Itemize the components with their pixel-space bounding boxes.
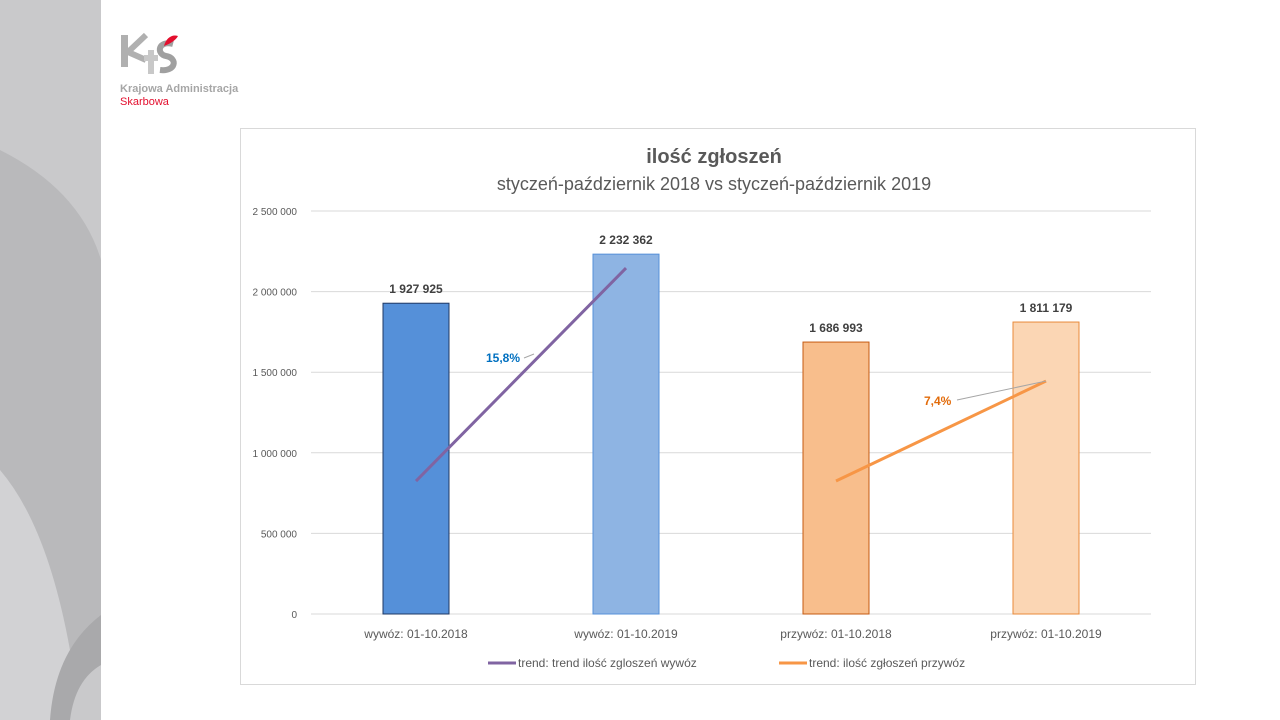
- x-tick-label: wywóz: 01-10.2018: [363, 627, 468, 641]
- bar: [1012, 321, 1080, 615]
- bar-chart: ilość zgłoszeń styczeń-październik 2018 …: [253, 146, 1151, 670]
- logo-text-line1: Krajowa Administracja: [120, 83, 239, 95]
- trendline: [414, 267, 628, 483]
- legend-entry: trend: ilość zgłoszeń przywóz: [809, 656, 965, 670]
- y-tick-label: 2 000 000: [253, 288, 298, 299]
- bar: [592, 253, 660, 615]
- x-tick-label: wywóz: 01-10.2019: [573, 627, 678, 641]
- trend-percent-label: 15,8%: [486, 351, 520, 365]
- y-tick-label: 0: [291, 610, 297, 621]
- y-tick-label: 2 500 000: [253, 207, 298, 218]
- kas-logo: Krajowa Administracja Skarbowa: [118, 30, 238, 108]
- chart-title: ilość zgłoszeń: [646, 146, 782, 168]
- data-label: 1 811 179: [1020, 301, 1073, 315]
- bar: [802, 341, 870, 615]
- y-tick-label: 1 500 000: [253, 368, 298, 379]
- data-label: 1 927 925: [389, 282, 443, 296]
- logo-text-line2: Skarbowa: [120, 96, 169, 108]
- chart-area: ilość zgłoszeń styczeń-październik 2018 …: [240, 128, 1196, 685]
- side-decoration: [0, 0, 101, 720]
- data-label: 1 686 993: [809, 321, 863, 335]
- y-tick-label: 500 000: [261, 529, 298, 540]
- x-tick-label: przywóz: 01-10.2019: [990, 627, 1102, 641]
- y-tick-label: 1 000 000: [253, 449, 298, 460]
- label-leader: [523, 353, 535, 359]
- x-tick-label: przywóz: 01-10.2018: [780, 627, 892, 641]
- data-label: 2 232 362: [599, 233, 653, 247]
- trendline: [835, 379, 1047, 483]
- trend-percent-label: 7,4%: [924, 394, 952, 408]
- label-leader: [956, 380, 1047, 401]
- legend-entry: trend: trend ilość zgloszeń wywóz: [518, 656, 697, 670]
- chart-subtitle: styczeń-październik 2018 vs styczeń-paźd…: [497, 174, 931, 194]
